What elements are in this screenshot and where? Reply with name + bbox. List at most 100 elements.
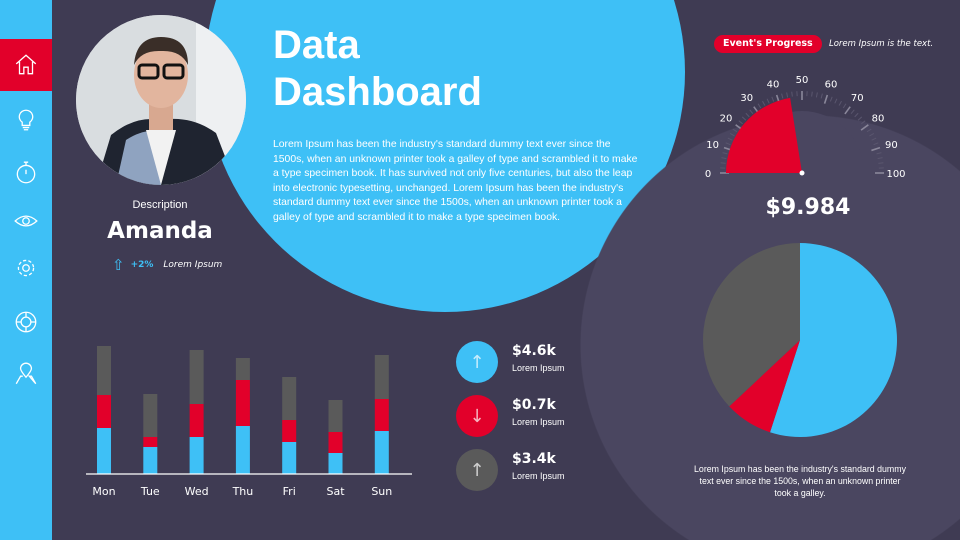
x-tick-label: Thu bbox=[232, 485, 254, 498]
gauge-tick bbox=[823, 94, 829, 104]
gauge-tick bbox=[791, 91, 793, 97]
profile-change-label: Lorem Ipsum bbox=[163, 260, 223, 270]
bar-segment bbox=[374, 399, 389, 431]
gauge-tick bbox=[834, 98, 838, 104]
gauge-tick-label: 0 bbox=[705, 169, 711, 180]
bar-segment bbox=[189, 437, 204, 474]
gauge-tick bbox=[860, 124, 869, 131]
gauge-tick bbox=[871, 146, 881, 152]
gauge-tick bbox=[820, 93, 823, 99]
bar-segment bbox=[282, 442, 297, 474]
gauge-tick bbox=[854, 112, 859, 118]
bar-segment bbox=[143, 394, 158, 437]
gauge-tick bbox=[766, 98, 770, 104]
gauge-tick bbox=[741, 116, 747, 121]
x-tick-label: Fri bbox=[283, 485, 296, 498]
bar-segment bbox=[282, 420, 297, 442]
sidebar-item-stopwatch[interactable] bbox=[0, 147, 52, 199]
x-tick-label: Sun bbox=[371, 485, 392, 498]
gauge-tick bbox=[838, 100, 842, 106]
arrow-down-icon: ↓ bbox=[456, 395, 498, 437]
gauge-tick bbox=[720, 162, 726, 164]
x-tick-label: Tue bbox=[140, 485, 160, 498]
bar-segment bbox=[328, 432, 343, 453]
gauge-tick bbox=[729, 133, 735, 137]
gauge-tick bbox=[725, 142, 731, 146]
gauge-tick bbox=[878, 162, 884, 164]
sidebar-item-gear[interactable] bbox=[0, 242, 52, 294]
stat-value: $3.4k bbox=[512, 451, 556, 467]
pie-caption: Lorem Ipsum has been the industry's stan… bbox=[694, 464, 906, 498]
title-line-2: Dashboard bbox=[273, 70, 482, 114]
profile-photo bbox=[76, 15, 246, 185]
gauge-tick bbox=[876, 152, 882, 155]
gauge-fill bbox=[726, 97, 802, 173]
bar-segment bbox=[235, 380, 250, 426]
gauge-tick bbox=[857, 116, 863, 121]
sidebar-item-map-pin[interactable] bbox=[0, 348, 52, 400]
pie-chart bbox=[703, 243, 897, 437]
gauge-tick bbox=[815, 92, 818, 98]
stat-label: Lorem Ipsum bbox=[512, 363, 565, 373]
gauge-tick bbox=[869, 133, 875, 137]
sidebar-item-lightbulb[interactable] bbox=[0, 94, 52, 146]
gauge-tick bbox=[829, 96, 833, 102]
sidebar-item-home[interactable] bbox=[0, 39, 52, 91]
bar-segment bbox=[189, 350, 204, 404]
pie-slice bbox=[729, 340, 800, 433]
gauge-tick bbox=[786, 92, 789, 98]
sidebar-item-lifebuoy[interactable] bbox=[0, 296, 52, 348]
lightbulb-icon bbox=[18, 109, 34, 131]
gauge-tick-label: 40 bbox=[767, 80, 780, 91]
gauge-tick-label: 90 bbox=[885, 140, 898, 151]
bar-segment bbox=[282, 377, 297, 420]
stat-value: $0.7k bbox=[512, 397, 556, 413]
gauge-tick bbox=[771, 96, 775, 102]
page-title: Data Dashboard bbox=[273, 22, 482, 116]
profile-change: ⇧ +2% Lorem Ipsum bbox=[112, 256, 222, 274]
gauge-tick bbox=[727, 137, 733, 141]
lifebuoy-icon bbox=[15, 311, 37, 333]
stat-item: ↑ $3.4k Lorem Ipsum bbox=[456, 449, 606, 491]
stat-item: ↓ $0.7k Lorem Ipsum bbox=[456, 395, 606, 437]
bar-segment bbox=[97, 395, 111, 428]
bar-segment bbox=[143, 437, 158, 447]
gauge-tick-label: 80 bbox=[872, 114, 885, 125]
gauge-tick-label: 60 bbox=[825, 80, 838, 91]
gauge-tick bbox=[732, 128, 738, 133]
x-tick-label: Mon bbox=[92, 485, 115, 498]
weekly-bar-chart: Mon Tue Wed Thu Fri Sat Sun bbox=[86, 346, 412, 498]
header-body-text: Lorem Ipsum has been the industry's stan… bbox=[273, 139, 638, 223]
events-progress-badge: Event's Progress bbox=[714, 35, 822, 53]
bar-segment bbox=[97, 346, 111, 395]
gauge-tick bbox=[866, 128, 872, 133]
sidebar-item-eye[interactable] bbox=[0, 195, 52, 247]
stat-value: $4.6k bbox=[512, 343, 556, 359]
gauge-tick bbox=[757, 103, 762, 109]
gauge-tick bbox=[722, 152, 728, 155]
gauge-tick-label: 10 bbox=[706, 140, 719, 151]
gauge-tick bbox=[738, 120, 743, 125]
gauge-tick bbox=[873, 142, 879, 146]
bar-segment bbox=[374, 431, 389, 474]
gauge-tick bbox=[844, 106, 851, 115]
title-line-1: Data bbox=[273, 23, 360, 67]
x-tick-label: Wed bbox=[185, 485, 209, 498]
bar-segment bbox=[97, 428, 111, 474]
gauge-tick-label: 30 bbox=[740, 93, 753, 104]
gauge-tick-label: 70 bbox=[851, 93, 864, 104]
profile-name: Amanda bbox=[107, 218, 213, 244]
bar-segment bbox=[328, 400, 343, 432]
x-tick-label: Sat bbox=[326, 485, 345, 498]
progress-caption: Lorem Ipsum is the text. bbox=[829, 39, 934, 49]
progress-gauge: 0 10 20 30 40 50 60 70 80 90 100 bbox=[705, 75, 906, 180]
gauge-tick bbox=[762, 100, 766, 106]
gauge-tick-label: 20 bbox=[720, 114, 733, 125]
bar-segment bbox=[189, 404, 204, 437]
progress-amount: $9.984 bbox=[765, 195, 851, 220]
gear-icon bbox=[17, 259, 35, 277]
profile-label: Description bbox=[132, 199, 188, 211]
gauge-tick bbox=[749, 109, 754, 114]
bar-segment bbox=[235, 426, 250, 474]
pie-slice bbox=[703, 243, 800, 407]
